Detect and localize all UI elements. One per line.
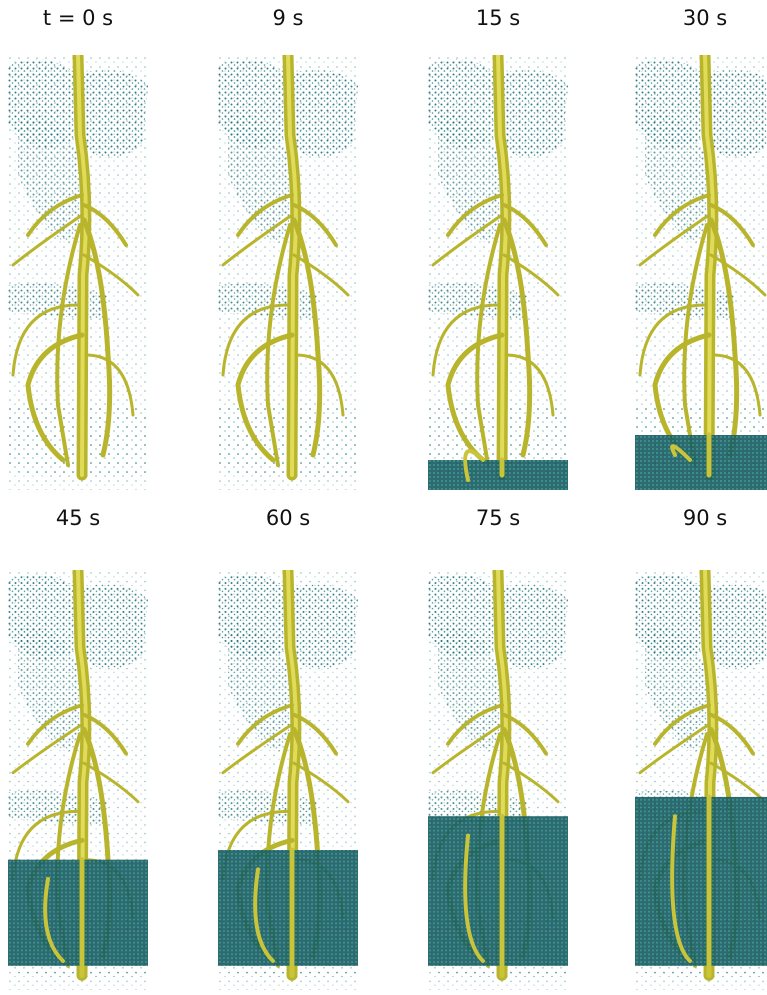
root-rendering bbox=[428, 570, 568, 990]
water-front bbox=[218, 850, 358, 966]
panel-label: 75 s bbox=[428, 506, 568, 530]
panel-label: 60 s bbox=[218, 506, 358, 530]
panel-label: 30 s bbox=[635, 6, 767, 30]
panel-label: 15 s bbox=[428, 6, 568, 30]
root-rendering bbox=[635, 570, 767, 990]
plant bbox=[428, 55, 568, 490]
root-rendering bbox=[8, 55, 148, 490]
panel-label: 45 s bbox=[8, 506, 148, 530]
plant bbox=[218, 55, 358, 490]
panel-label: t = 0 s bbox=[8, 6, 148, 30]
plant bbox=[8, 55, 148, 490]
root-rendering bbox=[218, 570, 358, 990]
water-front bbox=[428, 816, 568, 966]
root-rendering bbox=[8, 570, 148, 990]
water-front bbox=[8, 860, 148, 966]
water-front bbox=[635, 435, 767, 490]
root-rendering bbox=[635, 55, 767, 490]
figure: t = 0 s 9 s 15 s 30 s 45 s 60 s 75 s 90 s bbox=[0, 0, 767, 995]
panel-label: 90 s bbox=[635, 506, 767, 530]
panel-label: 9 s bbox=[218, 6, 358, 30]
water-front bbox=[635, 797, 767, 966]
root-rendering bbox=[218, 55, 358, 490]
plant bbox=[635, 55, 767, 490]
water-front bbox=[428, 460, 568, 490]
root-rendering bbox=[428, 55, 568, 490]
